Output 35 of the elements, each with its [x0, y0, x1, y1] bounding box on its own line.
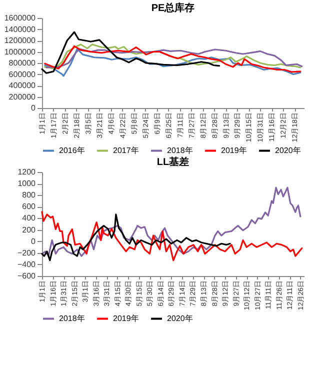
legend-label: 2018年: [167, 146, 193, 155]
line-series: [41, 31, 220, 74]
y-tick-label: 400: [22, 214, 36, 223]
y-tick-label: 0: [31, 236, 36, 246]
legend-label: 2020年: [167, 314, 193, 323]
chart-title: PE总库存: [151, 2, 195, 14]
legend-label: 2017年: [113, 146, 139, 155]
chart-title: LL基差: [156, 156, 190, 168]
y-tick-label: 1000: [18, 179, 36, 188]
legend-label: 2019年: [113, 314, 139, 323]
line-series: [41, 214, 231, 262]
legend-label: 2020年: [275, 146, 301, 155]
line-series: [41, 211, 303, 262]
y-tick-label: 600: [22, 202, 36, 212]
y-tick-label: 1000000: [4, 47, 36, 56]
y-tick-label: 200: [22, 225, 36, 234]
y-tick-label: 400000: [8, 81, 36, 90]
y-tick-label: 600000: [8, 70, 36, 79]
legend-label: 2016年: [59, 146, 85, 155]
legend-label: 2018年: [59, 314, 85, 323]
y-tick-label: 200000: [8, 92, 36, 102]
y-tick-label: −600: [17, 272, 36, 280]
y-tick-label: 0: [31, 104, 36, 112]
line-series: [41, 186, 302, 257]
y-tick-label: 1200000: [4, 36, 36, 45]
y-tick-label: 1400000: [4, 24, 36, 34]
y-tick-label: −400: [17, 260, 36, 269]
y-tick-label: 1200: [18, 168, 36, 176]
y-tick-label: 800: [22, 190, 36, 200]
line-series: [44, 48, 302, 77]
y-tick-label: −200: [17, 248, 36, 258]
legend-label: 2019年: [221, 146, 247, 155]
y-tick-label: 800000: [8, 58, 36, 68]
line-series: [46, 48, 303, 68]
y-tick-label: 1600000: [4, 14, 36, 22]
